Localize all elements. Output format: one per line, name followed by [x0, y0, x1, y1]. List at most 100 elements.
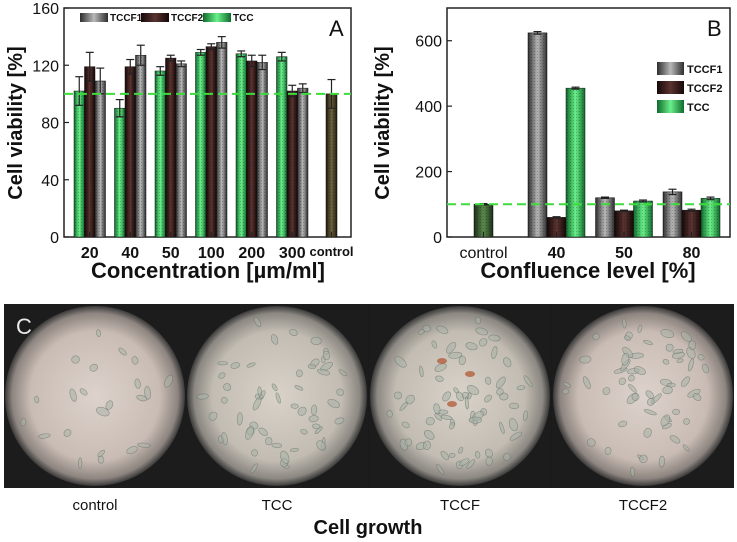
legend-swatch-tccf2 [141, 13, 169, 22]
cell [433, 403, 441, 415]
x-tick-label-200: 200 [238, 245, 265, 262]
bar-tccf1-80 [662, 188, 683, 238]
cell [422, 324, 431, 333]
stained-cell [447, 401, 457, 407]
cell [310, 336, 322, 345]
cell [386, 410, 393, 418]
cell [270, 334, 279, 345]
legend-label-tcc: TCC [233, 13, 254, 24]
x-tick-label-300: 300 [279, 245, 306, 262]
cell [230, 362, 240, 369]
cell [683, 418, 690, 425]
bar-tccf2-100 [205, 43, 217, 238]
x-tick-label-40: 40 [121, 245, 139, 262]
chart-b-y-axis-title: Cell viability [%] [372, 46, 394, 199]
bar-tccf2-40-texture [547, 217, 566, 237]
cell [628, 383, 637, 393]
cell [294, 385, 304, 391]
chart-a-legend: TCCF1 TCCF2 TCC [80, 13, 254, 24]
bar-tccf2-200 [246, 54, 258, 238]
bar-tccf1-50-texture [595, 197, 615, 237]
cell [423, 430, 435, 440]
bar-tccf1-300 [297, 83, 309, 238]
cell [271, 383, 278, 392]
bar-tcc-200-texture [236, 53, 247, 237]
cell [503, 357, 512, 368]
cell [404, 438, 413, 447]
cell [488, 334, 501, 342]
cell [136, 394, 148, 402]
bar-tccf1-40 [527, 30, 548, 238]
cell [458, 355, 466, 366]
cell [196, 393, 209, 400]
cell [681, 376, 690, 388]
cell [435, 375, 444, 382]
cell-growth-photos: C control TCC TCCF TCCF2 Cell growth [4, 304, 734, 539]
cell [246, 362, 256, 368]
cell [662, 358, 670, 365]
bar-tccf1-20-texture [95, 80, 106, 238]
cell [217, 361, 228, 366]
cell [336, 388, 345, 396]
cell [338, 369, 348, 377]
cell [126, 446, 138, 455]
cell [682, 444, 690, 452]
cell [458, 446, 464, 454]
bar-tccf2-20-texture [84, 66, 95, 238]
bar-tcc-100-texture [195, 52, 206, 238]
cell [645, 390, 654, 399]
cell [393, 391, 403, 400]
micrograph-tccf-cells [386, 316, 533, 475]
cell [218, 372, 226, 379]
cell [602, 387, 611, 395]
cell [446, 341, 457, 354]
micrograph-tccf2 [552, 304, 734, 488]
chart-b-frame [446, 7, 731, 238]
cell [618, 377, 627, 386]
bar-tcc-50 [633, 199, 653, 238]
x-tick-label-control: control [459, 245, 507, 262]
cell [562, 388, 569, 395]
cell [479, 338, 488, 347]
cell [105, 400, 114, 410]
cell [280, 450, 290, 464]
photo-caption-control: control [72, 497, 117, 514]
cell [89, 363, 99, 372]
cell [499, 421, 505, 434]
cell [144, 386, 151, 400]
bar-tcc-300-texture [276, 56, 287, 237]
cell [485, 456, 493, 466]
cell [34, 395, 40, 404]
cell [208, 411, 218, 421]
cell [449, 422, 455, 430]
micrograph-tcc-cells [196, 316, 348, 474]
cell [688, 340, 697, 350]
cell [465, 342, 478, 351]
bar-tccf1-20 [94, 67, 106, 238]
cell [440, 414, 453, 420]
x-tick-label-control: control [309, 244, 353, 259]
cell [475, 316, 482, 325]
cell [453, 387, 459, 394]
cell [680, 331, 692, 342]
chart-b-legend: TCCF1 TCCF2 TCC [657, 62, 722, 114]
cell [665, 343, 674, 352]
cell [697, 354, 705, 361]
cell [475, 327, 488, 336]
cell [310, 404, 318, 416]
bar-tccf2-50-texture [165, 58, 176, 237]
cell [496, 388, 504, 396]
cell [137, 442, 151, 448]
bar-tcc-40 [114, 98, 126, 238]
bar-control-texture [326, 93, 337, 237]
bar-control-texture [474, 204, 493, 237]
cell [164, 374, 174, 388]
cell [692, 393, 702, 401]
cell [484, 376, 492, 385]
bar-tccf2-40 [124, 58, 136, 238]
cell [582, 376, 591, 390]
y-tick-label-400: 400 [415, 99, 442, 116]
cell [618, 420, 628, 428]
cell [289, 447, 299, 452]
photo-panel-label: C [16, 314, 32, 339]
